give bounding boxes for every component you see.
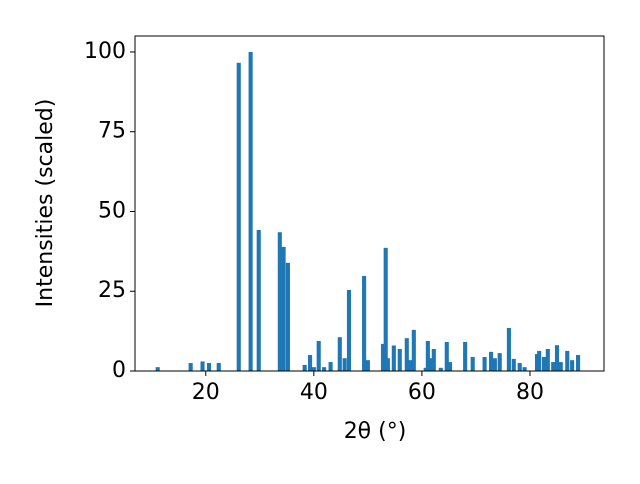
bar <box>311 367 316 371</box>
bar <box>551 362 556 371</box>
bar <box>308 355 313 371</box>
plot-frame <box>134 35 605 372</box>
bar <box>431 348 436 371</box>
bar <box>517 363 522 371</box>
bar <box>365 360 370 371</box>
bar <box>522 367 527 371</box>
bar <box>404 338 409 371</box>
bar <box>463 341 468 371</box>
bar <box>429 358 434 371</box>
x-tick-label: 20 <box>192 380 220 405</box>
bar <box>362 275 367 371</box>
y-tick-label: 75 <box>98 119 126 144</box>
bar <box>346 289 352 371</box>
bar <box>383 247 388 371</box>
x-axis-label: 2θ (°) <box>344 419 407 444</box>
bar <box>470 356 475 371</box>
bar <box>576 355 581 371</box>
bar <box>497 353 502 371</box>
bar <box>438 367 443 371</box>
bar <box>537 350 542 371</box>
bar <box>316 341 321 371</box>
bar <box>558 362 563 371</box>
bar <box>492 358 497 371</box>
bar <box>281 246 286 371</box>
bar <box>565 350 570 371</box>
bar <box>328 362 333 371</box>
y-tick-label: 50 <box>98 198 126 223</box>
bar <box>534 354 540 371</box>
bar <box>397 348 402 371</box>
bar <box>511 358 516 371</box>
bar <box>302 364 307 371</box>
bar <box>322 367 327 371</box>
bar <box>342 358 347 371</box>
x-tick-label: 60 <box>408 380 436 405</box>
bar <box>545 348 550 371</box>
bar <box>506 327 511 371</box>
x-tick-label: 40 <box>300 380 328 405</box>
y-tick-label: 100 <box>84 39 126 64</box>
bar <box>248 51 253 371</box>
bar <box>256 229 261 371</box>
bar <box>489 351 494 371</box>
bar <box>285 262 290 371</box>
y-axis-label: Intensities (scaled) <box>33 99 58 308</box>
bar <box>447 362 453 371</box>
bar <box>425 341 430 371</box>
bar <box>411 329 416 371</box>
bar <box>337 337 342 371</box>
bar <box>380 343 386 371</box>
bar <box>188 363 193 371</box>
bar <box>385 358 390 371</box>
bar <box>206 363 212 371</box>
bar <box>216 363 221 371</box>
bar <box>541 356 547 371</box>
bar <box>236 62 241 372</box>
bar <box>155 367 160 371</box>
bar <box>570 360 575 371</box>
bar <box>423 367 428 371</box>
bar <box>554 345 560 371</box>
bar <box>200 361 205 371</box>
y-tick-label: 25 <box>98 278 126 303</box>
x-tick-label: 80 <box>516 380 544 405</box>
bar <box>277 232 282 371</box>
bar <box>407 360 413 371</box>
y-tick-label: 0 <box>112 358 126 383</box>
bar <box>391 345 396 371</box>
bar <box>482 356 487 371</box>
bar <box>444 341 449 371</box>
